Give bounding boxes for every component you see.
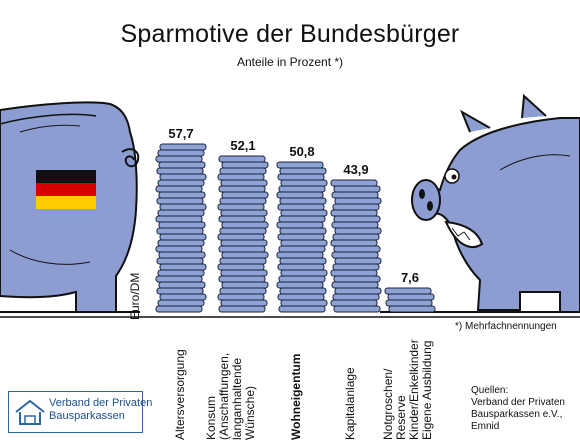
bar-2	[217, 155, 269, 313]
category-label-3: Wohneigentum	[289, 353, 303, 440]
bar-4	[330, 179, 382, 313]
category-label-5: Notgroschen/ Reserve Kinder/Enkelkinder …	[381, 339, 434, 440]
value-label-2: 52,1	[230, 138, 255, 153]
chart-subtitle: Anteile in Prozent *)	[236, 55, 344, 69]
category-label-4: Kapitalanlage	[343, 367, 357, 440]
chart-title: Sparmotive der Bundesbürger	[120, 20, 460, 48]
house-logo-icon	[15, 399, 45, 425]
bar-1	[155, 143, 207, 313]
unit-label: Euro/DM	[128, 272, 142, 320]
value-label-3: 50,8	[289, 144, 314, 159]
logo-text: Verband der Privaten Bausparkassen	[49, 397, 153, 422]
association-logo: Verband der Privaten Bausparkassen	[8, 391, 152, 433]
value-label-4: 43,9	[343, 162, 368, 177]
value-label-5: 7,6	[401, 270, 419, 285]
bar-5	[384, 287, 436, 313]
value-label-1: 57,7	[168, 126, 193, 141]
right-piggy-bank-illustration	[380, 93, 580, 313]
footnote: *) Mehrfachnennungen	[455, 321, 557, 332]
category-label-2: Konsum (Anschaffungen, langanhaltende Wü…	[204, 352, 257, 440]
bar-3	[276, 161, 328, 313]
german-flag-icon	[36, 170, 96, 209]
category-label-1: Altersversorgung	[173, 349, 187, 440]
coin-stack-bars	[155, 143, 436, 313]
value-labels: 57,7 52,1 50,8 43,9 7,6	[168, 126, 419, 285]
source-note: Quellen: Verband der Privaten Bausparkas…	[471, 385, 565, 432]
